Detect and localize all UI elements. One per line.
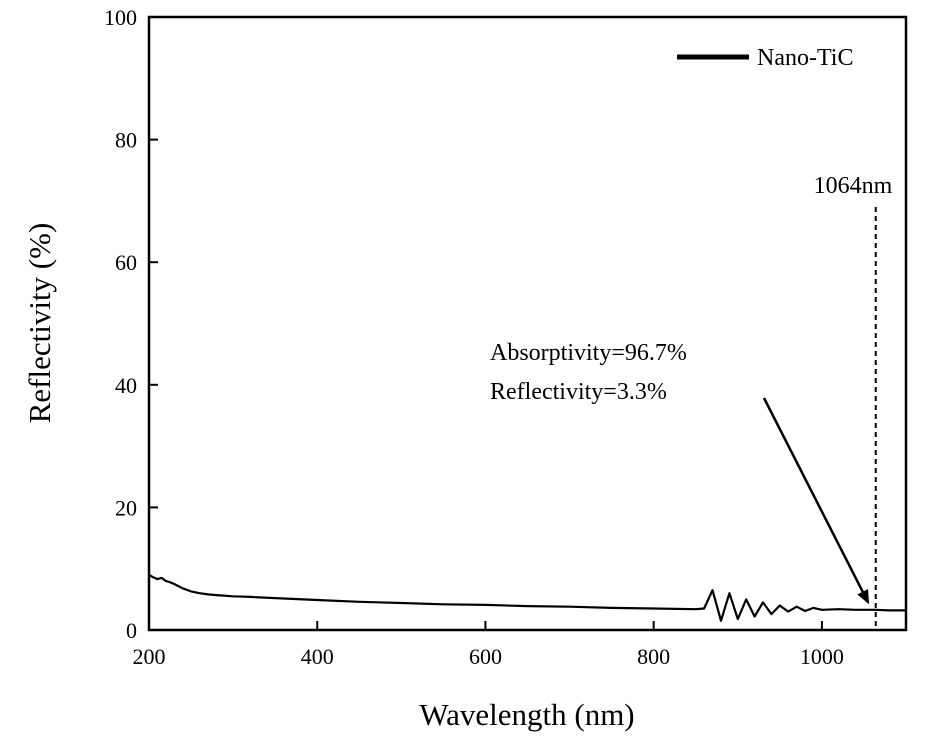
y-tick-label: 20 xyxy=(115,495,137,520)
y-tick-label: 0 xyxy=(126,618,137,643)
plot-frame xyxy=(147,15,908,632)
x-tick-label: 800 xyxy=(637,644,670,669)
y-tick-label: 80 xyxy=(115,128,137,153)
annotation-arrow xyxy=(762,397,870,605)
x-tick-label: 200 xyxy=(133,644,166,669)
annotation-reflectivity: Reflectivity=3.3% xyxy=(490,379,667,405)
x-axis-ticks: 200 400 600 800 1000 xyxy=(133,621,844,669)
legend: Nano-TiC xyxy=(677,45,853,71)
x-tick-label: 400 xyxy=(301,644,334,669)
legend-label-nano-tic: Nano-TiC xyxy=(757,45,853,71)
y-tick-label: 100 xyxy=(104,5,137,30)
vline-label-1064nm: 1064nm xyxy=(814,173,893,199)
y-axis-ticks: 0 20 40 60 80 100 xyxy=(104,5,158,643)
y-tick-label: 40 xyxy=(115,373,137,398)
y-tick-label: 60 xyxy=(115,250,137,275)
annotation-group xyxy=(762,207,877,630)
series-line-nano-tic xyxy=(148,573,906,622)
x-tick-label: 600 xyxy=(469,644,502,669)
series-group xyxy=(148,573,906,622)
y-axis-title: Reflectivity (%) xyxy=(22,223,57,424)
x-axis-title: Wavelength (nm) xyxy=(419,697,634,732)
annotation-absorptivity: Absorptivity=96.7% xyxy=(490,340,687,366)
x-tick-label: 1000 xyxy=(800,644,844,669)
